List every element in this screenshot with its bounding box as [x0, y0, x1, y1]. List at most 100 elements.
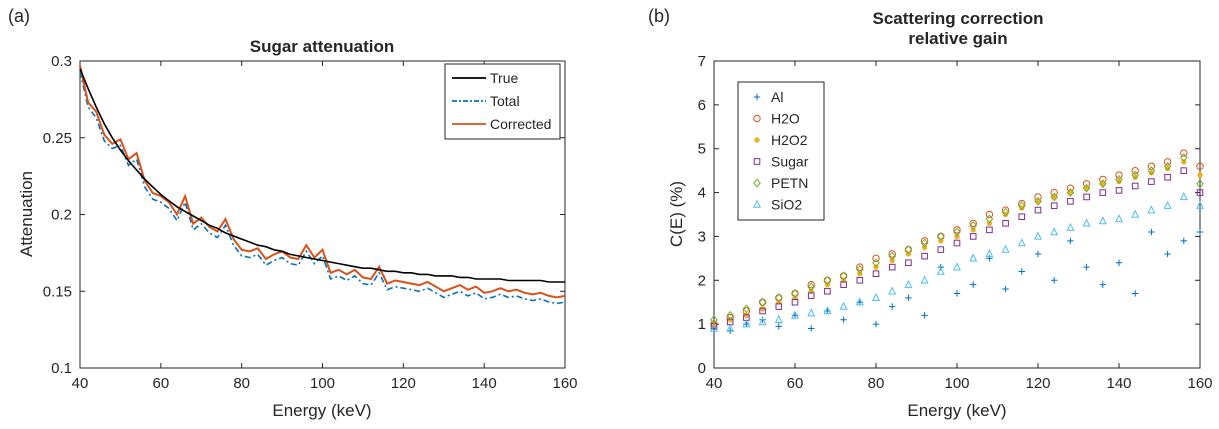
data-point-al [1083, 263, 1090, 271]
legend-label-corrected: Corrected [490, 116, 551, 132]
data-point-sugar [1180, 167, 1188, 174]
legend-label-total: Total [490, 93, 520, 109]
panel-b-ticks: 40 60 80 100 120 140 160 0 1 2 3 4 5 6 7 [698, 53, 1213, 392]
data-point-petn [1196, 179, 1204, 189]
data-point-h2o2 [743, 312, 750, 319]
data-point-sio2 [758, 317, 767, 326]
panel-b-ytick-label: 6 [698, 97, 706, 114]
data-point-petn [1098, 179, 1107, 189]
data-point-h2o [985, 210, 994, 219]
data-point-sio2 [952, 262, 962, 271]
data-point-sugar [921, 252, 928, 260]
data-point-al [1002, 285, 1009, 293]
data-point-petn [985, 214, 994, 224]
panel-b-xtick-label: 140 [1106, 375, 1131, 392]
data-point-petn [1147, 166, 1156, 176]
panel-b-ytick-label: 2 [698, 272, 706, 289]
data-point-petn [710, 315, 718, 325]
panel-a-xtick-label: 60 [152, 375, 169, 392]
series-line-true [79, 68, 565, 283]
data-point-al [1115, 259, 1123, 266]
data-point-sugar [1018, 213, 1026, 220]
data-point-h2o [872, 254, 880, 263]
data-point-sio2 [726, 323, 735, 332]
data-point-h2o [1163, 158, 1172, 166]
series-line-corrected [79, 65, 566, 299]
data-point-petn [1017, 201, 1026, 211]
panel-b: (b) Scattering correction relative gain … [648, 6, 1213, 420]
data-point-al [889, 303, 896, 310]
panel-a-xtick-label: 40 [72, 375, 89, 392]
legend-label-true: True [490, 70, 518, 86]
data-point-sugar [1067, 198, 1074, 205]
series-line-total [79, 71, 566, 305]
panel-a-xtick-label: 160 [552, 375, 577, 392]
data-point-sio2 [839, 301, 848, 310]
data-point-petn [1066, 188, 1075, 198]
data-point-petn [969, 220, 978, 230]
data-point-sio2 [920, 275, 929, 284]
panel-b-xtick-label: 60 [787, 375, 804, 392]
data-point-petn [1115, 174, 1123, 184]
data-point-sugar [888, 263, 896, 271]
panel-b-title-line-2: relative gain [908, 29, 1007, 48]
legend-swatch-sugar [753, 158, 761, 165]
data-point-sugar [775, 303, 783, 310]
data-point-petn [1050, 192, 1059, 202]
data-point-al [727, 327, 734, 334]
data-point-sio2 [709, 323, 719, 332]
panel-b-legend: Al H2O H2O2 Sugar PETN SiO2 [737, 81, 825, 221]
data-point-petn [839, 271, 848, 281]
data-point-sugar [856, 276, 864, 284]
data-point-sugar [969, 233, 977, 240]
data-point-sugar [1164, 173, 1171, 181]
panel-b-ytick-label: 4 [698, 185, 706, 202]
data-point-al [905, 294, 912, 302]
data-point-sio2 [985, 249, 994, 258]
data-point-h2o2 [1051, 194, 1057, 200]
legend-label-h2o2: H2O2 [771, 132, 808, 148]
data-point-petn [888, 251, 897, 261]
data-point-al [986, 255, 993, 262]
data-point-al [808, 325, 815, 332]
data-point-sio2 [1066, 222, 1075, 231]
data-point-sugar [937, 246, 945, 253]
panel-a-ytick-label: 0.15 [43, 283, 72, 300]
data-point-sio2 [774, 314, 783, 323]
panel-a-ylabel: Attenuation [17, 171, 36, 257]
data-point-al [1099, 281, 1106, 288]
data-point-al [840, 316, 847, 323]
panel-b-ytick-label: 5 [698, 141, 706, 158]
panel-b-ytick-label: 1 [698, 316, 706, 333]
panel-b-xtick-label: 160 [1187, 375, 1212, 392]
panel-b-xlabel: Energy (keV) [907, 401, 1006, 420]
data-point-petn [855, 264, 864, 274]
data-point-petn [920, 238, 929, 248]
data-point-sio2 [1163, 200, 1172, 209]
data-point-al [1164, 250, 1171, 258]
data-point-petn [758, 297, 767, 307]
data-point-sio2 [807, 308, 816, 317]
data-point-sio2 [1001, 244, 1010, 253]
panel-a-ticks: 40 60 80 100 120 140 160 0.1 0.15 0.2 0.25 0.3 [43, 53, 578, 392]
data-point-sio2 [1179, 192, 1188, 201]
data-point-sio2 [742, 319, 751, 328]
data-point-petn [742, 304, 751, 314]
data-point-sio2 [823, 306, 832, 315]
legend-swatch-h2o2 [754, 137, 760, 143]
legend-swatch-petn [753, 178, 761, 188]
data-point-al [1180, 237, 1187, 245]
panel-a-title: Sugar attenuation [250, 37, 395, 56]
panel-b-ylabel: C(E) (%) [667, 181, 686, 247]
data-point-sio2 [904, 279, 913, 288]
data-point-petn [774, 293, 783, 303]
panel-b-xtick-label: 80 [868, 375, 885, 392]
data-point-h2o [758, 298, 767, 306]
data-point-sugar [824, 287, 831, 295]
data-point-petn [872, 258, 880, 268]
data-point-petn [936, 231, 945, 241]
panel-b-legend-box [737, 81, 825, 221]
panel-b-xtick-label: 100 [944, 375, 969, 392]
data-point-petn [1131, 170, 1140, 180]
